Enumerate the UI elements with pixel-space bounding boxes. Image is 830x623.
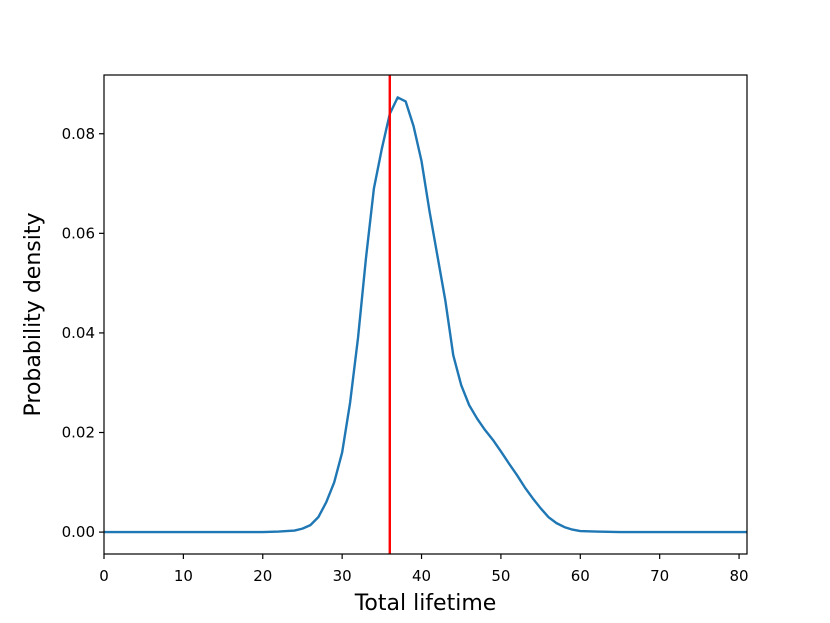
x-tick-label: 30 (333, 567, 352, 585)
plot-frame (103, 74, 748, 555)
x-tick-label: 10 (174, 567, 193, 585)
y-tick-label: 0.08 (62, 125, 95, 143)
x-axis-label: Total lifetime (354, 591, 497, 616)
x-tick-label: 60 (571, 567, 590, 585)
density-curve (104, 96, 747, 534)
y-tick-label: 0.06 (62, 224, 95, 242)
y-tick-label: 0.04 (62, 324, 95, 342)
plot-area (104, 75, 747, 554)
x-tick-label: 40 (412, 567, 431, 585)
x-tick-label: 70 (650, 567, 669, 585)
y-tick-label: 0.02 (62, 424, 95, 442)
x-tick-label: 20 (253, 567, 272, 585)
y-axis-ticks: 0.00 0.02 0.04 0.06 0.08 (62, 125, 104, 541)
x-tick-label: 50 (491, 567, 510, 585)
y-tick-label: 0.00 (62, 523, 95, 541)
x-axis-ticks: 0 10 20 30 40 50 60 70 80 (99, 554, 749, 585)
x-tick-label: 0 (99, 567, 109, 585)
y-axis-label: Probability density (21, 213, 46, 417)
x-tick-label: 80 (730, 567, 749, 585)
